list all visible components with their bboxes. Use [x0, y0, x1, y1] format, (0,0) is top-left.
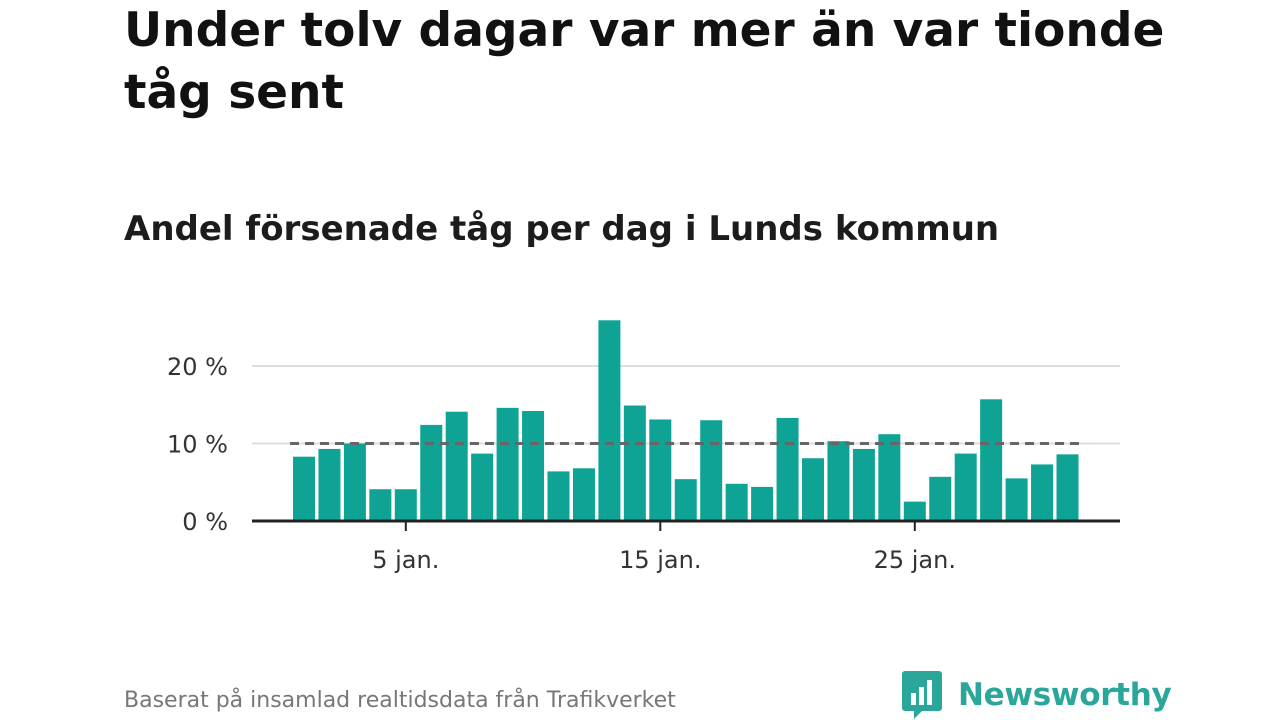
- bar: [598, 320, 621, 521]
- bar: [725, 483, 748, 521]
- bar: [954, 453, 977, 521]
- x-tick-label: 25 jan.: [874, 546, 956, 574]
- bars-layer: [293, 320, 1079, 521]
- y-tick-label: 10 %: [167, 431, 228, 459]
- bar: [445, 411, 468, 521]
- chart-title: Under tolv dagar var mer än var tionde t…: [124, 3, 1165, 120]
- bar: [802, 458, 824, 521]
- bar: [1031, 464, 1054, 521]
- bar: [1005, 478, 1028, 521]
- bar: [929, 476, 952, 521]
- bar: [343, 443, 366, 521]
- newsworthy-logo-icon: [902, 671, 942, 719]
- axis-layer: 0 % 10 % 20 % 5 jan. 15 jan. 25 jan.: [167, 353, 1120, 574]
- x-tick-label: 5 jan.: [372, 546, 439, 574]
- bar: [649, 419, 672, 521]
- bar: [420, 424, 443, 521]
- newsworthy-logo: Newsworthy: [902, 671, 1172, 719]
- newsworthy-logo-text: Newsworthy: [958, 677, 1172, 713]
- bar: [369, 489, 392, 521]
- bar: [852, 448, 875, 521]
- bar: [623, 405, 646, 521]
- bar: [827, 441, 850, 521]
- chart-subtitle: Andel försenade tåg per dag i Lunds komm…: [124, 209, 1000, 249]
- bar: [572, 468, 595, 521]
- bar: [293, 456, 315, 521]
- bar: [318, 448, 341, 521]
- bar: [496, 407, 519, 521]
- bar: [751, 486, 774, 521]
- bar: [471, 453, 494, 521]
- bar: [1056, 454, 1079, 521]
- y-tick-label: 0 %: [182, 508, 228, 536]
- y-tick-label: 20 %: [167, 353, 228, 381]
- bar: [547, 471, 570, 521]
- bar: [522, 410, 545, 521]
- bar: [980, 399, 1003, 521]
- source-note: Baserat på insamlad realtidsdata från Tr…: [124, 688, 676, 713]
- bar: [878, 434, 901, 521]
- bar: [674, 479, 697, 521]
- x-tick-label: 15 jan.: [619, 546, 701, 574]
- bar: [903, 501, 926, 521]
- bar: [776, 417, 799, 521]
- bar: [700, 420, 723, 521]
- bar: [394, 489, 417, 521]
